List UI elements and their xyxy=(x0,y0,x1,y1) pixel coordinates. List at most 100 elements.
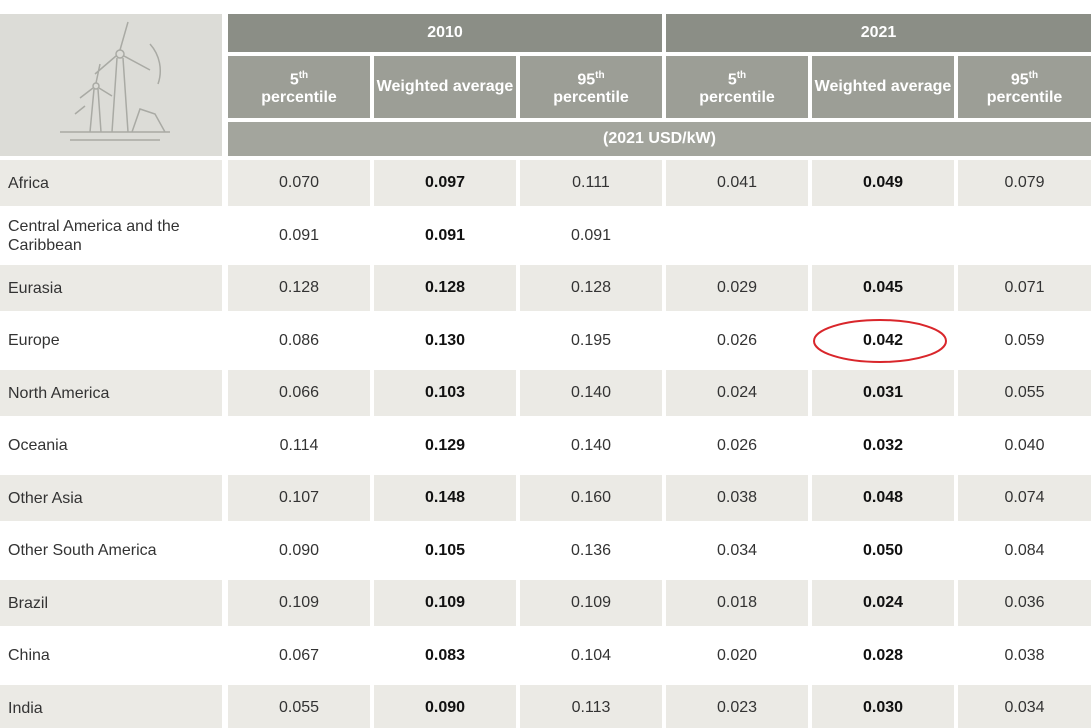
row-label: North America xyxy=(0,370,222,416)
unit-header: (2021 USD/kW) xyxy=(228,122,1091,156)
ordinal: 95th xyxy=(577,67,604,89)
value-cell: 0.038 xyxy=(666,475,808,521)
year-header: 2010 xyxy=(228,14,662,52)
value-cell: 0.104 xyxy=(570,646,612,664)
row-label: Africa xyxy=(0,160,222,206)
row-label: Central America and the Caribbean xyxy=(8,217,180,254)
column-label: Weighted average xyxy=(814,78,952,95)
row-label: Oceania xyxy=(8,437,68,454)
value-cell: 0.129 xyxy=(424,436,466,454)
value-cell: 0.109 xyxy=(520,580,662,626)
value-cell: 0.028 xyxy=(862,646,904,664)
ordinal-number: 95 xyxy=(1010,71,1029,89)
column-label: percentile xyxy=(553,89,629,107)
value-cell: 0.026 xyxy=(716,436,758,454)
value-cell: 0.107 xyxy=(228,475,370,521)
value-cell: 0.111 xyxy=(520,160,662,206)
row-label: Europe xyxy=(8,332,60,349)
logo xyxy=(0,14,222,156)
column-header: Weighted average xyxy=(374,56,516,118)
value-cell: 0.040 xyxy=(1004,436,1045,454)
value-cell: 0.148 xyxy=(374,475,516,521)
value-cell: 0.049 xyxy=(812,160,954,206)
value-cell: 0.086 xyxy=(278,331,320,349)
value-cell: 0.091 xyxy=(570,226,612,244)
value-cell: 0.084 xyxy=(1004,541,1045,559)
value-cell: 0.038 xyxy=(1004,646,1045,664)
column-label: percentile xyxy=(986,89,1063,107)
value-cell: 0.090 xyxy=(278,541,320,559)
column-label: percentile xyxy=(699,89,775,107)
value-cell: 0.048 xyxy=(812,475,954,521)
value-cell: 0.020 xyxy=(716,646,758,664)
value-cell: 0.083 xyxy=(424,646,466,664)
value-cell: 0.031 xyxy=(812,370,954,416)
value-cell: 0.113 xyxy=(520,685,662,728)
value-cell: 0.036 xyxy=(958,580,1091,626)
value-cell: 0.029 xyxy=(666,265,808,311)
ordinal: 5th xyxy=(728,67,746,89)
ordinal: 5th xyxy=(290,67,308,89)
row-label: China xyxy=(8,647,50,664)
value-cell: 0.090 xyxy=(374,685,516,728)
ordinal-number: 5 xyxy=(289,71,299,89)
row-label: Other South America xyxy=(8,542,157,559)
value-cell: 0.023 xyxy=(666,685,808,728)
value-cell: 0.041 xyxy=(666,160,808,206)
value-cell: 0.140 xyxy=(570,436,612,454)
value-cell: 0.055 xyxy=(958,370,1091,416)
value-cell: 0.074 xyxy=(958,475,1091,521)
year-header: 2021 xyxy=(666,14,1091,52)
column-header: 95th percentile xyxy=(958,56,1091,118)
value-cell: 0.105 xyxy=(424,541,466,559)
value-cell: 0.042 xyxy=(862,331,904,349)
column-header: 5th percentile xyxy=(666,56,808,118)
column-header: 95th percentile xyxy=(520,56,662,118)
value-cell: 0.055 xyxy=(228,685,370,728)
value-cell: 0.195 xyxy=(570,331,612,349)
value-cell: 0.034 xyxy=(958,685,1091,728)
value-cell xyxy=(666,213,808,259)
value-cell: 0.034 xyxy=(716,541,758,559)
value-cell: 0.160 xyxy=(520,475,662,521)
value-cell: 0.067 xyxy=(278,646,320,664)
row-label: Brazil xyxy=(0,580,222,626)
value-cell: 0.140 xyxy=(520,370,662,416)
row-label: Eurasia xyxy=(0,265,222,311)
value-cell: 0.128 xyxy=(374,265,516,311)
value-cell: 0.091 xyxy=(424,226,466,244)
value-cell: 0.128 xyxy=(520,265,662,311)
value-cell: 0.097 xyxy=(374,160,516,206)
value-cell: 0.103 xyxy=(374,370,516,416)
value-cell: 0.024 xyxy=(812,580,954,626)
value-cell xyxy=(958,213,1091,259)
value-cell: 0.128 xyxy=(228,265,370,311)
ordinal-suffix: th xyxy=(736,69,747,81)
value-cell: 0.136 xyxy=(570,541,612,559)
row-label: India xyxy=(0,685,222,728)
column-header: 5th percentile xyxy=(228,56,370,118)
column-label: Weighted average xyxy=(376,78,514,95)
value-cell: 0.109 xyxy=(374,580,516,626)
value-cell xyxy=(812,213,954,259)
ordinal-number: 5 xyxy=(727,71,737,89)
value-cell: 0.070 xyxy=(228,160,370,206)
value-cell: 0.109 xyxy=(228,580,370,626)
ordinal-suffix: th xyxy=(595,69,605,81)
value-cell: 0.030 xyxy=(812,685,954,728)
value-cell: 0.050 xyxy=(862,541,904,559)
value-cell: 0.026 xyxy=(716,331,758,349)
row-label: Other Asia xyxy=(0,475,222,521)
column-header: Weighted average xyxy=(812,56,954,118)
ordinal: 95th xyxy=(1011,67,1038,89)
value-cell: 0.059 xyxy=(1004,331,1045,349)
column-label: percentile xyxy=(261,89,337,107)
value-cell: 0.018 xyxy=(666,580,808,626)
value-cell: 0.114 xyxy=(279,436,319,454)
value-cell: 0.032 xyxy=(862,436,904,454)
value-cell: 0.066 xyxy=(228,370,370,416)
ordinal-suffix: th xyxy=(298,69,309,81)
value-cell: 0.024 xyxy=(666,370,808,416)
value-cell: 0.130 xyxy=(424,331,466,349)
